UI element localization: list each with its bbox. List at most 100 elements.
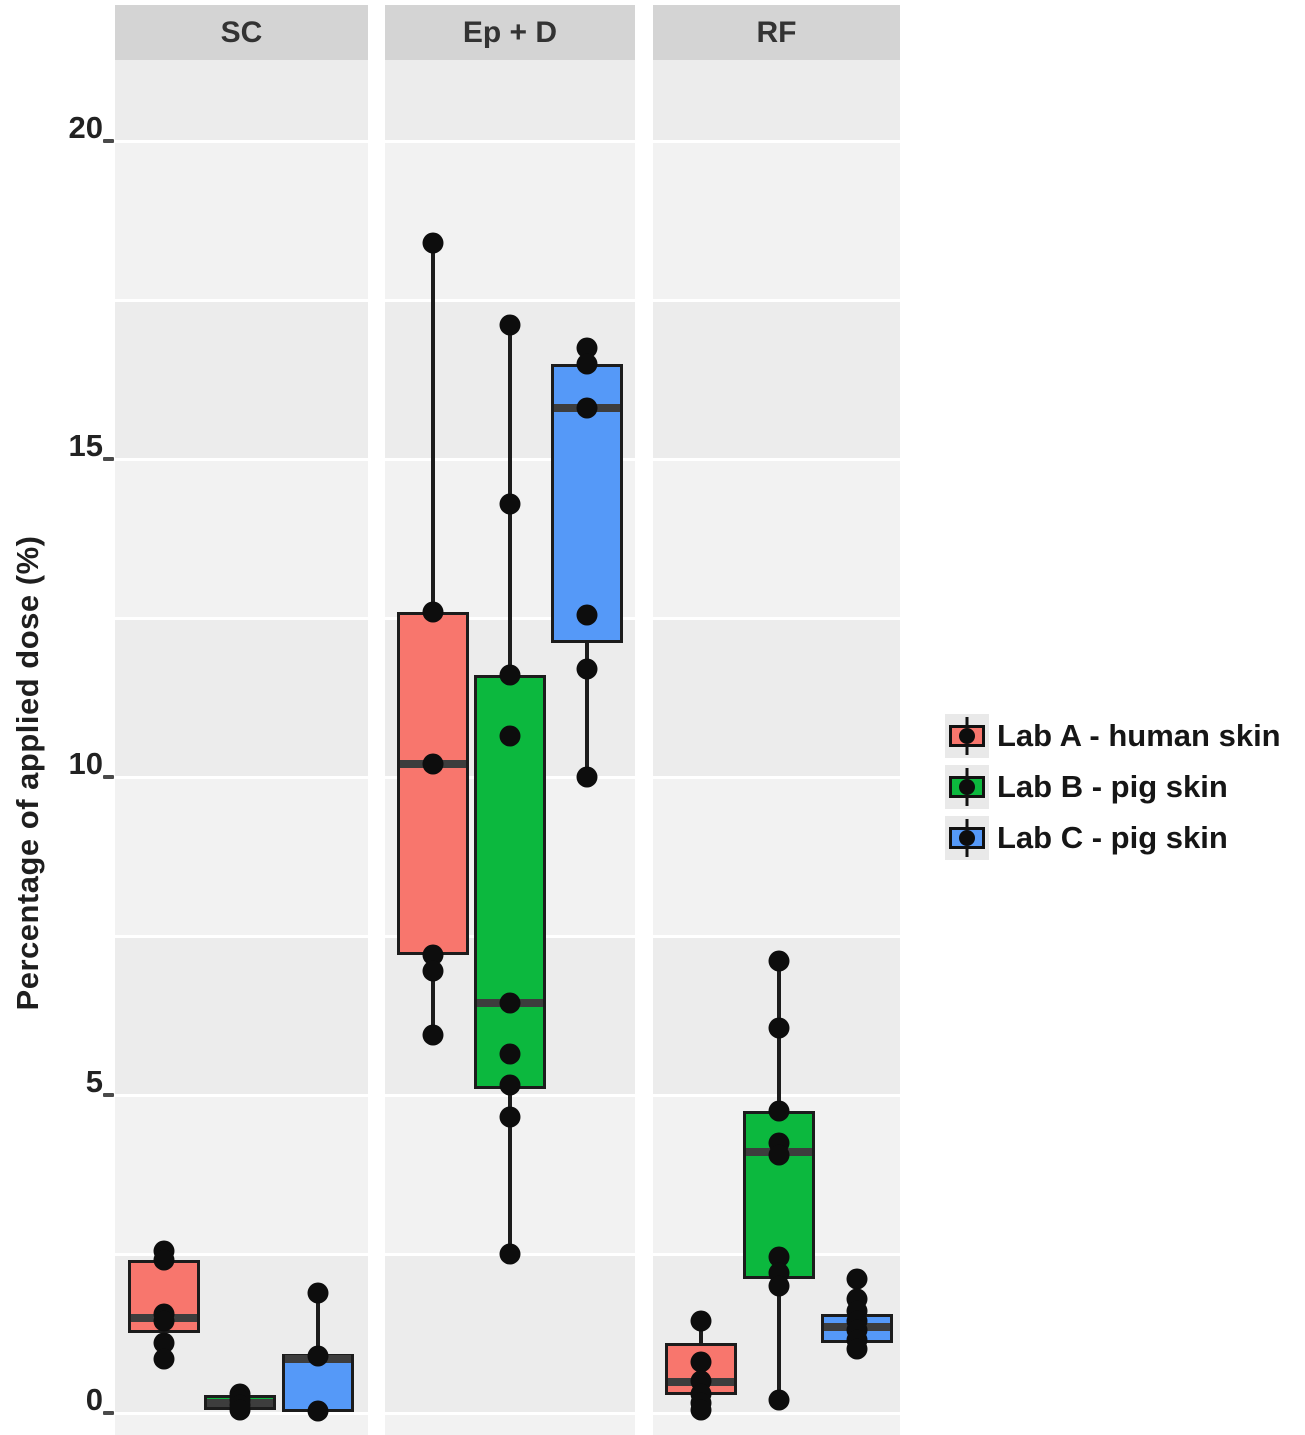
y-tick-label: 15: [68, 428, 103, 463]
y-tick-mark: [103, 775, 114, 779]
panel-band: [653, 459, 900, 618]
panel-band: [115, 777, 368, 936]
boxplot-whisker: [699, 1320, 703, 1344]
legend-key-point: [959, 829, 975, 846]
gridline: [653, 458, 900, 461]
panel-band: [115, 300, 368, 459]
legend-label: Lab A - human skin: [997, 717, 1281, 753]
panel-band: [385, 1413, 635, 1435]
gridline: [115, 140, 368, 143]
y-tick-label: 5: [85, 1064, 103, 1099]
panel-band: [653, 141, 900, 300]
legend-label: Lab B - pig skin: [997, 768, 1228, 804]
boxplot-whisker: [585, 643, 589, 777]
data-point: [499, 493, 521, 515]
data-point: [307, 1400, 329, 1422]
panel-RF: [653, 60, 900, 1435]
panel-band: [653, 777, 900, 936]
panel-band: [115, 141, 368, 300]
gridline: [653, 776, 900, 779]
data-point: [422, 944, 444, 966]
data-point: [153, 1310, 175, 1332]
data-point: [499, 664, 521, 686]
data-point: [768, 1389, 790, 1411]
data-point: [499, 725, 521, 747]
y-tick-label: 0: [85, 1382, 103, 1417]
panel-band: [385, 60, 635, 141]
data-point: [499, 314, 521, 336]
y-tick-mark: [103, 139, 114, 143]
gridline: [115, 299, 368, 302]
legend: Lab A - human skin Lab B - pig skin Lab C …: [945, 710, 1281, 863]
legend-label: Lab C - pig skin: [997, 819, 1228, 855]
data-point: [422, 232, 444, 254]
data-point: [422, 601, 444, 623]
gridline: [115, 1253, 368, 1256]
data-point: [576, 658, 598, 680]
gridline: [653, 1412, 900, 1415]
legend-item: Lab C - pig skin: [945, 812, 1281, 863]
legend-key-boxplot-icon: [945, 815, 989, 860]
gridline: [385, 299, 635, 302]
y-tick-mark: [103, 457, 114, 461]
legend-key-boxplot-icon: [945, 713, 989, 758]
gridline: [115, 935, 368, 938]
panel-band: [115, 618, 368, 777]
legend-key-point: [959, 727, 975, 744]
panel-band: [653, 300, 900, 459]
y-tick-mark: [103, 1411, 114, 1415]
data-point: [229, 1399, 251, 1421]
gridline: [653, 617, 900, 620]
data-point: [307, 1282, 329, 1304]
legend-item: Lab B - pig skin: [945, 761, 1281, 812]
data-point: [768, 1100, 790, 1122]
data-point: [768, 950, 790, 972]
facet-strip: RF: [653, 5, 900, 60]
boxplot-whisker: [316, 1293, 320, 1355]
y-axis-title: Percentage of applied dose (%): [10, 535, 45, 1011]
y-tick-mark: [103, 1093, 114, 1097]
data-point: [576, 353, 598, 375]
data-point: [576, 337, 598, 359]
legend-item: Lab A - human skin: [945, 710, 1281, 761]
data-point: [690, 1351, 712, 1373]
gridline: [653, 140, 900, 143]
panel-band: [115, 936, 368, 1095]
gridline: [115, 1094, 368, 1097]
data-point: [499, 1106, 521, 1128]
facet-strip: Ep + D: [385, 5, 635, 60]
data-point: [422, 1024, 444, 1046]
gridline: [653, 299, 900, 302]
data-point: [499, 1074, 521, 1096]
boxplot-whisker: [508, 1088, 512, 1254]
y-tick-label: 10: [68, 746, 103, 781]
panel-band: [115, 1413, 368, 1435]
data-point: [690, 1399, 712, 1421]
gridline: [115, 617, 368, 620]
panel-band: [653, 1413, 900, 1435]
panel-band: [115, 60, 368, 141]
legend-key-point: [959, 778, 975, 795]
data-point: [846, 1268, 868, 1290]
data-point: [499, 992, 521, 1014]
y-tick-label: 20: [68, 110, 103, 145]
data-point: [307, 1345, 329, 1367]
boxplot-whisker: [431, 955, 435, 1035]
data-point: [153, 1348, 175, 1370]
facet-label: SC: [220, 15, 263, 49]
panel-band: [385, 141, 635, 300]
gridline: [653, 1094, 900, 1097]
data-point: [576, 766, 598, 788]
data-point: [153, 1249, 175, 1271]
data-point: [846, 1338, 868, 1360]
data-point: [499, 1043, 521, 1065]
panel-SC: [115, 60, 368, 1435]
boxplot-box: [397, 611, 469, 956]
boxplot-whisker: [431, 242, 435, 612]
panel-Ep+D: [385, 60, 635, 1435]
data-point: [768, 1017, 790, 1039]
gridline: [385, 140, 635, 143]
data-point: [576, 604, 598, 626]
panel-band: [115, 459, 368, 618]
